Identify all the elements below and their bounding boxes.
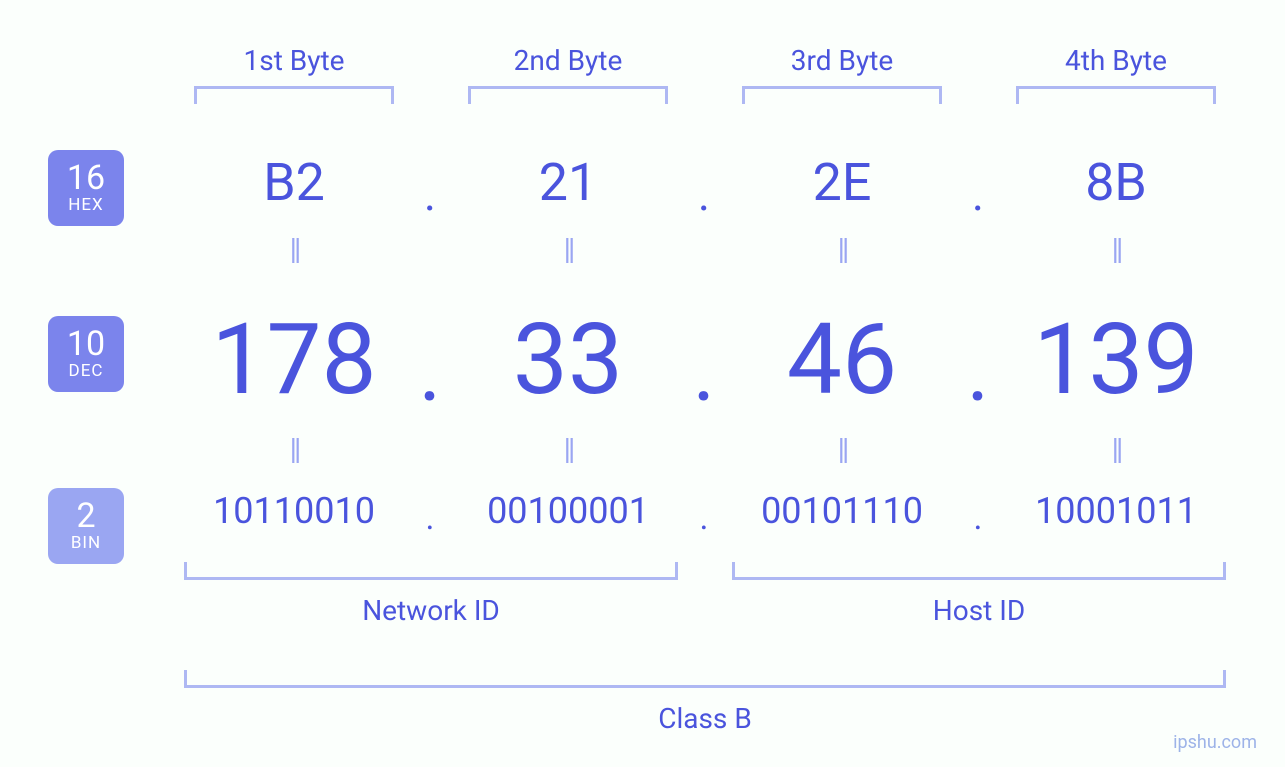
equals-hex-dec-3: ||	[838, 232, 847, 267]
equals-hex-dec-1: ||	[290, 232, 299, 267]
label-host-id: Host ID	[933, 594, 1026, 627]
badge-dec: 10 DEC	[48, 316, 124, 392]
bin-dot-3: .	[974, 498, 983, 538]
watermark: ipshu.com	[1173, 732, 1257, 753]
equals-hex-dec-4: ||	[1112, 232, 1121, 267]
byte-header-2: 2nd Byte	[514, 44, 623, 77]
byte-header-1: 1st Byte	[244, 44, 345, 77]
badge-hex-base: 16	[48, 161, 124, 197]
dec-byte-2: 33	[513, 302, 623, 417]
bracket-byte-3	[742, 86, 942, 104]
bin-byte-3: 00101110	[761, 490, 923, 532]
bracket-byte-1	[194, 86, 394, 104]
equals-dec-bin-1: ||	[290, 432, 299, 467]
hex-dot-2: .	[698, 168, 710, 222]
bracket-host-id	[732, 562, 1226, 580]
badge-bin-base: 2	[48, 499, 124, 535]
badge-hex-label: HEX	[48, 197, 124, 215]
hex-dot-3: .	[972, 168, 984, 222]
badge-hex: 16 HEX	[48, 150, 124, 226]
label-network-id: Network ID	[362, 594, 500, 627]
hex-byte-4: 8B	[1085, 152, 1147, 213]
dec-dot-3: .	[967, 320, 990, 421]
bracket-byte-2	[468, 86, 668, 104]
bin-byte-4: 10001011	[1035, 490, 1197, 532]
bin-byte-2: 00100001	[487, 490, 649, 532]
badge-bin: 2 BIN	[48, 488, 124, 564]
byte-header-3: 3rd Byte	[791, 44, 893, 77]
label-class: Class B	[658, 702, 752, 735]
equals-dec-bin-4: ||	[1112, 432, 1121, 467]
badge-bin-label: BIN	[48, 535, 124, 553]
hex-byte-2: 21	[539, 152, 597, 213]
byte-header-4: 4th Byte	[1065, 44, 1167, 77]
bin-dot-2: .	[700, 498, 709, 538]
bracket-network-id	[184, 562, 678, 580]
bracket-class	[184, 670, 1226, 688]
dec-byte-3: 46	[787, 302, 897, 417]
hex-byte-3: 2E	[813, 152, 872, 213]
bin-dot-1: .	[426, 498, 435, 538]
badge-dec-label: DEC	[48, 363, 124, 381]
bracket-byte-4	[1016, 86, 1216, 104]
dec-byte-1: 178	[211, 302, 376, 417]
equals-dec-bin-2: ||	[564, 432, 573, 467]
dec-dot-1: .	[419, 320, 442, 421]
badge-dec-base: 10	[48, 327, 124, 363]
bin-byte-1: 10110010	[213, 490, 375, 532]
dec-byte-4: 139	[1033, 302, 1198, 417]
equals-hex-dec-2: ||	[564, 232, 573, 267]
dec-dot-2: .	[693, 320, 716, 421]
equals-dec-bin-3: ||	[838, 432, 847, 467]
hex-dot-1: .	[424, 168, 436, 222]
hex-byte-1: B2	[263, 152, 325, 213]
